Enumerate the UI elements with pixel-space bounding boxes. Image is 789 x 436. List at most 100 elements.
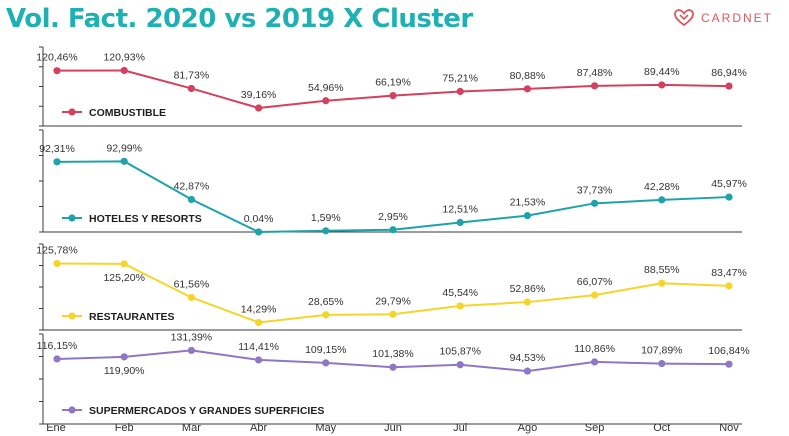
data-label: 42,28%: [644, 181, 680, 193]
x-tick-label: Mar: [182, 422, 201, 434]
data-point: [120, 260, 128, 268]
x-tick-label: Nov: [719, 422, 739, 434]
data-label: 116,15%: [37, 340, 78, 352]
data-label: 101,38%: [372, 348, 413, 360]
data-label: 105,87%: [439, 346, 480, 358]
data-label: 131,39%: [171, 331, 212, 343]
data-label: 45,97%: [711, 178, 747, 190]
data-label: 125,78%: [36, 245, 77, 257]
data-label: 75,21%: [442, 72, 478, 84]
data-point: [187, 84, 195, 93]
series-panel-3: 116,15% 119,90% 131,39% 114,41% 109,15% 101,3…: [37, 331, 750, 425]
x-tick-label: Feb: [115, 422, 134, 434]
data-label: 28,65%: [308, 296, 344, 308]
legend-marker: [68, 406, 76, 414]
page-title: Vol. Fact. 2020 vs 2019 X Cluster: [6, 4, 473, 34]
legend-label: SUPERMERCADOS Y GRANDES SUPERFICIES: [89, 405, 324, 417]
data-point: [389, 226, 397, 234]
data-point: [523, 85, 532, 93]
data-point: [322, 311, 330, 319]
legend-entry: SUPERMERCADOS Y GRANDES SUPERFICIES: [62, 405, 324, 417]
data-label: 66,19%: [375, 77, 411, 89]
cardnet-logo: CARDNET: [674, 9, 773, 27]
data-label: 94,53%: [510, 352, 546, 364]
data-label: 29,79%: [375, 295, 411, 307]
data-point: [255, 356, 263, 364]
data-label: 66,07%: [577, 276, 613, 288]
data-point: [53, 259, 61, 268]
data-label: 83,47%: [711, 267, 747, 279]
data-point: [120, 353, 128, 361]
data-label: 52,86%: [510, 283, 546, 295]
data-label: 92,99%: [106, 142, 142, 154]
x-axis-labels: Ene Feb Mar Abr May Jun Jul Ago Sep Oct Nov: [46, 422, 739, 434]
x-tick-label: Sep: [585, 422, 605, 434]
data-point: [523, 298, 532, 306]
data-point: [456, 302, 464, 310]
x-tick-label: Ene: [46, 422, 66, 434]
x-tick-label: Oct: [653, 422, 670, 434]
data-label: 120,93%: [103, 51, 144, 63]
data-point: [389, 92, 397, 100]
data-label: 61,56%: [174, 278, 210, 290]
data-point: [658, 81, 666, 89]
data-point: [591, 358, 599, 366]
legend-marker: [68, 108, 76, 116]
x-tick-label: Jun: [384, 422, 402, 434]
data-point: [456, 218, 464, 227]
data-label: 0,04%: [244, 213, 274, 225]
data-point: [389, 363, 397, 371]
data-point: [322, 359, 330, 367]
series-panel-0: 120,46% 120,93% 81,73% 39,16% 54,96% 66,19% 75…: [36, 46, 747, 127]
data-label: 92,31%: [39, 143, 75, 155]
legend-label: HOTELES Y RESORTS: [89, 213, 202, 225]
data-label: 125,20%: [103, 272, 144, 284]
legend-entry: RESTAURANTES: [62, 311, 175, 323]
data-label: 81,73%: [174, 69, 210, 81]
data-point: [187, 293, 195, 302]
cardnet-heart-logo-icon: [674, 9, 694, 27]
data-label: 86,94%: [711, 67, 747, 79]
data-point: [658, 196, 666, 204]
data-label: 109,15%: [305, 344, 346, 356]
data-label: 54,96%: [308, 82, 344, 94]
data-label: 2,95%: [378, 211, 408, 223]
data-point: [53, 67, 61, 75]
logo-text: CARDNET: [700, 11, 773, 25]
data-label: 42,87%: [174, 180, 210, 192]
data-point: [187, 195, 195, 204]
data-point: [53, 355, 61, 363]
data-label: 37,73%: [577, 184, 613, 196]
x-tick-label: Ago: [518, 422, 538, 434]
data-point: [591, 82, 599, 90]
data-label: 80,88%: [510, 70, 546, 82]
data-label: 87,48%: [577, 67, 613, 79]
x-tick-label: Jul: [453, 422, 467, 434]
data-point: [255, 104, 263, 112]
legend-marker: [68, 312, 76, 320]
data-point: [322, 227, 330, 235]
data-point: [120, 66, 128, 75]
data-label: 12,51%: [442, 203, 478, 215]
data-label: 89,44%: [644, 66, 680, 78]
x-tick-label: Abr: [250, 422, 267, 434]
data-point: [658, 279, 666, 287]
data-label: 114,41%: [238, 341, 279, 353]
data-label: 21,53%: [510, 197, 546, 209]
data-point: [591, 199, 599, 207]
series-panel-2: 125,78% 125,20% 61,56% 14,29% 28,65% 29,79% 45…: [36, 243, 747, 331]
data-label: 14,29%: [241, 303, 277, 315]
data-point: [456, 87, 464, 96]
legend-entry: COMBUSTIBLE: [62, 107, 166, 119]
data-point: [456, 361, 464, 369]
data-point: [187, 346, 195, 355]
data-label: 45,54%: [442, 287, 478, 299]
data-point: [389, 310, 397, 318]
data-point: [523, 212, 532, 220]
data-point: [725, 360, 733, 368]
data-point: [53, 158, 61, 166]
legend-marker: [68, 214, 76, 222]
data-label: 110,86%: [574, 343, 615, 355]
data-point: [120, 157, 128, 165]
